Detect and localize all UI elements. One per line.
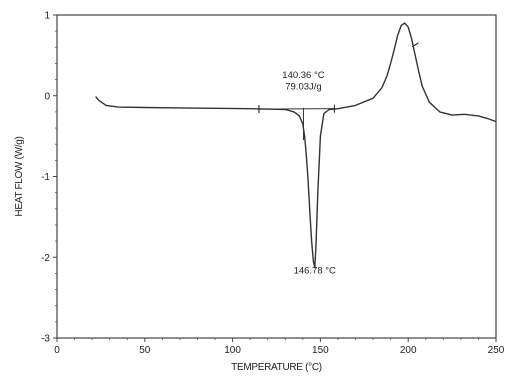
annotations: 140.36 °C79.03J/g 146.78 °C	[282, 70, 336, 276]
x-tick-label: 0	[54, 345, 60, 356]
annotation-label: 79.03J/g	[285, 81, 321, 92]
y-tick-label: -1	[41, 172, 50, 183]
y-tick-label: 1	[44, 11, 50, 22]
plot-border	[56, 14, 497, 339]
x-tick-label: 150	[312, 345, 329, 356]
data-series	[95, 22, 497, 269]
plot-frame	[56, 14, 497, 339]
y-tick-label: -2	[41, 253, 50, 264]
x-axis-label: TEMPERATURE (°C)	[231, 362, 322, 373]
y-tick-label: -3	[41, 334, 50, 345]
annotation-label: 146.78 °C	[294, 265, 336, 276]
y-tick-label: 0	[44, 91, 50, 102]
x-tick-label: 200	[400, 345, 417, 356]
x-tick-label: 50	[139, 345, 151, 356]
axis-ticks: 0 50 100 150 200 250 -3 -2 -1 0 1	[41, 11, 505, 357]
x-tick-label: 250	[488, 345, 505, 356]
heat-flow-curve	[95, 22, 497, 269]
peak-marker	[411, 42, 419, 48]
annotation-label: 140.36 °C	[282, 70, 324, 81]
x-tick-label: 100	[224, 345, 241, 356]
y-axis-label: HEAT FLOW (W/g)	[14, 136, 25, 216]
